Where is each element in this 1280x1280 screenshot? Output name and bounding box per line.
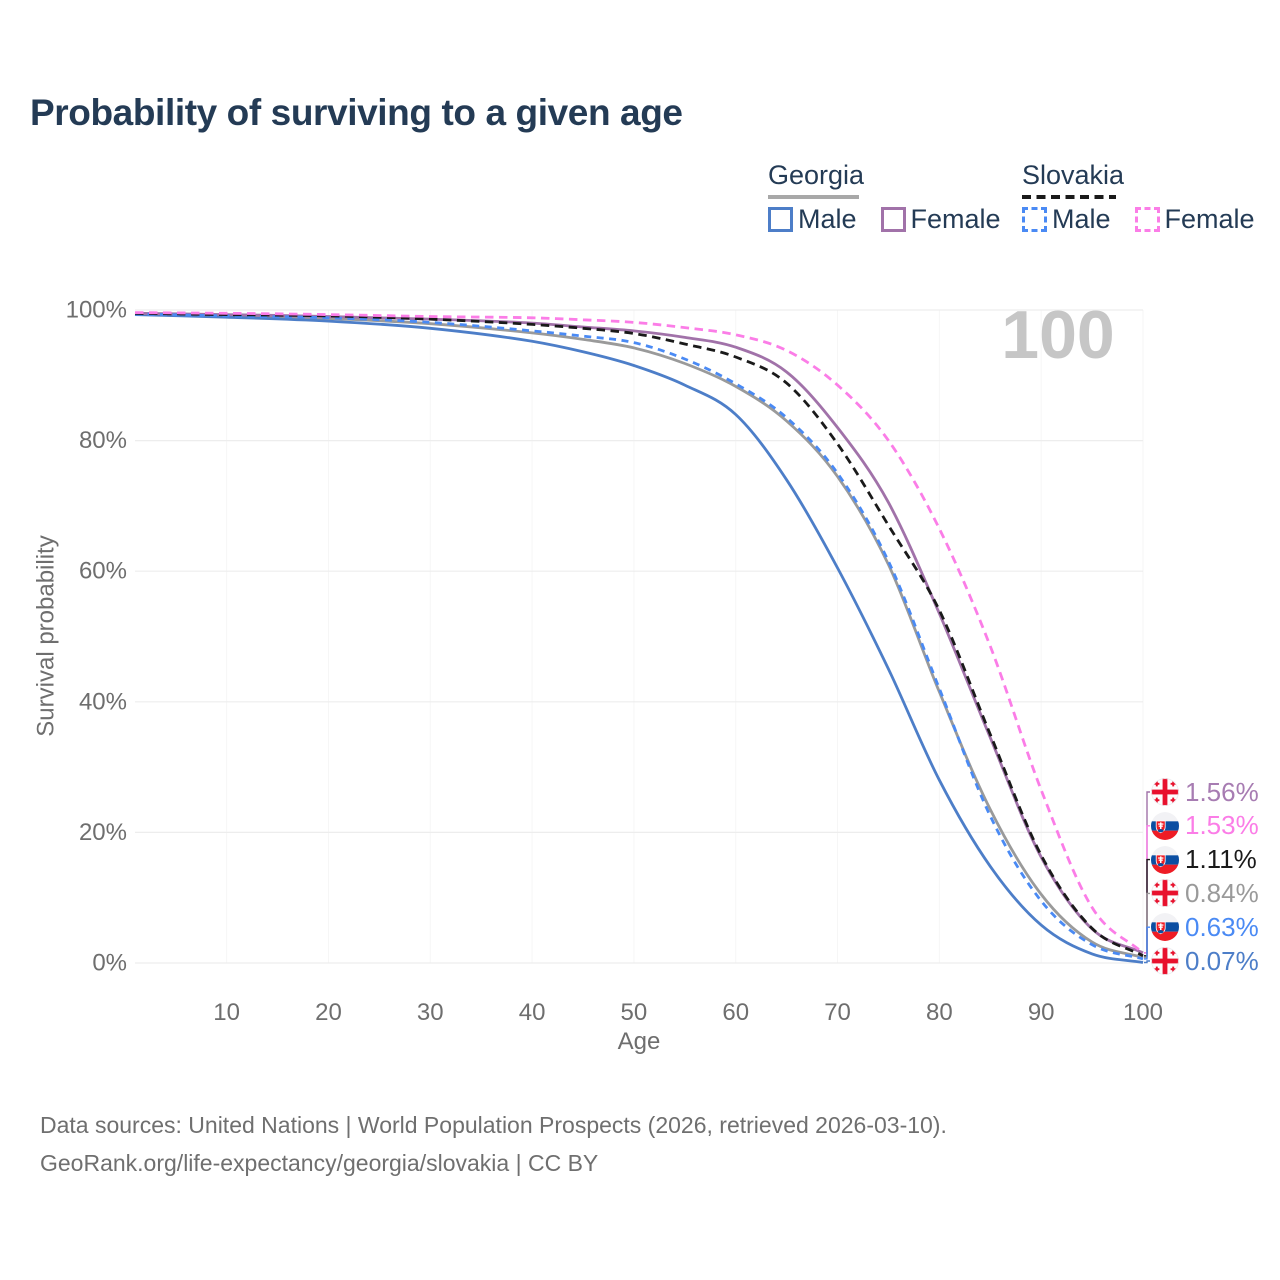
slovakia-flag-icon [1151,913,1179,942]
series-line-slovakia-both[interactable] [134,311,1144,958]
georgia-flag [1151,879,1179,908]
x-tick-50: 50 [621,999,648,1026]
x-tick-70: 70 [824,999,851,1026]
x-tick-10: 10 [213,999,240,1026]
end-label-georgia-female: 1.56% [1151,776,1259,807]
end-value-georgia-female: 1.56% [1185,776,1259,807]
leader-line-georgia-male [1144,960,1150,964]
end-label-georgia-male: 0.07% [1151,945,1259,976]
y-tick-20: 20% [79,819,127,846]
legend-georgia-header[interactable]: Georgia [768,160,864,199]
age-counter-watermark: 100 [1001,297,1115,373]
y-tick-80: 80% [79,427,127,454]
y-tick-60: 60% [79,558,127,585]
x-tick-40: 40 [519,999,546,1026]
footer: Data sources: United Nations | World Pop… [40,1106,947,1182]
x-tick-60: 60 [722,999,749,1026]
legend-georgia-label: Georgia [768,160,865,190]
georgia-flag [1151,778,1179,806]
end-label-slovakia-both: 1.11% [1151,844,1257,875]
legend-swatch-slovakia-male [1022,207,1047,232]
series-line-georgia-both[interactable] [134,312,1144,959]
x-tick-20: 20 [315,999,342,1026]
legend-item-label: Female [1164,204,1255,234]
end-value-slovakia-male: 0.63% [1185,911,1259,942]
legend-slovakia-label: Slovakia [1022,160,1125,190]
x-tick-100: 100 [1123,999,1163,1026]
legend-item-label: Male [1052,204,1111,234]
slovakia-flag [1151,845,1179,874]
end-value-georgia-male: 0.07% [1185,945,1259,976]
legend-swatch-georgia-male [768,207,793,232]
end-label-slovakia-female: 1.53% [1151,810,1259,841]
legend-item-label: Male [798,204,857,234]
y-axis-title: Survival probability [33,535,60,736]
y-tick-100: 100% [66,297,127,324]
series-line-slovakia-female[interactable] [134,311,1144,955]
series-line-georgia-female[interactable] [134,311,1144,955]
legend-item-georgia-female[interactable]: Female [880,204,1001,235]
footer-data-sources: Data sources: United Nations | World Pop… [40,1112,947,1138]
legend-swatch-georgia-female [880,207,906,232]
page-title: Probability of surviving to a given age [30,92,683,133]
footer-georank-link[interactable]: GeoRank.org/life-expectancy/georgia/slov… [40,1150,599,1176]
end-value-georgia-both: 0.84% [1185,877,1259,908]
end-value-slovakia-both: 1.11% [1185,844,1257,875]
y-tick-0: 0% [92,950,127,977]
georgia-flag [1151,947,1179,975]
x-tick-90: 90 [1028,999,1055,1026]
legend-item-label: Female [910,204,1001,234]
series-line-georgia-male[interactable] [134,313,1144,964]
georgia-flag-icon [1151,947,1179,975]
x-tick-80: 80 [926,999,953,1026]
legend-item-slovakia-male[interactable]: Male [1022,204,1111,235]
slovakia-flag [1151,811,1179,840]
x-axis-title: Age [618,1028,661,1055]
slovakia-flag-icon [1151,811,1179,840]
georgia-flag-icon [1151,778,1179,806]
end-label-georgia-both: 0.84% [1151,877,1259,908]
x-tick-30: 30 [417,999,444,1026]
legend-georgia-underline [768,195,859,199]
end-label-slovakia-male: 0.63% [1151,911,1259,942]
y-tick-40: 40% [79,688,127,715]
leader-line-georgia-both [1144,892,1150,959]
georgia-flag-icon [1151,879,1179,908]
legend-item-slovakia-female[interactable]: Female [1134,204,1255,235]
slovakia-flag-icon [1151,845,1179,874]
series-line-slovakia-male[interactable] [134,312,1144,961]
legend-slovakia-header[interactable]: Slovakia [1022,160,1124,199]
legend-slovakia-underline [1022,195,1116,199]
slovakia-flag [1151,913,1179,942]
legend-group-slovakia: Slovakia Male Female [1022,160,1255,234]
legend-swatch-slovakia-female [1134,207,1160,232]
legend-item-georgia-male[interactable]: Male [768,204,857,235]
leader-line-slovakia-male [1144,926,1150,960]
end-value-slovakia-female: 1.53% [1185,810,1259,841]
legend-group-georgia: Georgia Male Female [768,160,1001,234]
